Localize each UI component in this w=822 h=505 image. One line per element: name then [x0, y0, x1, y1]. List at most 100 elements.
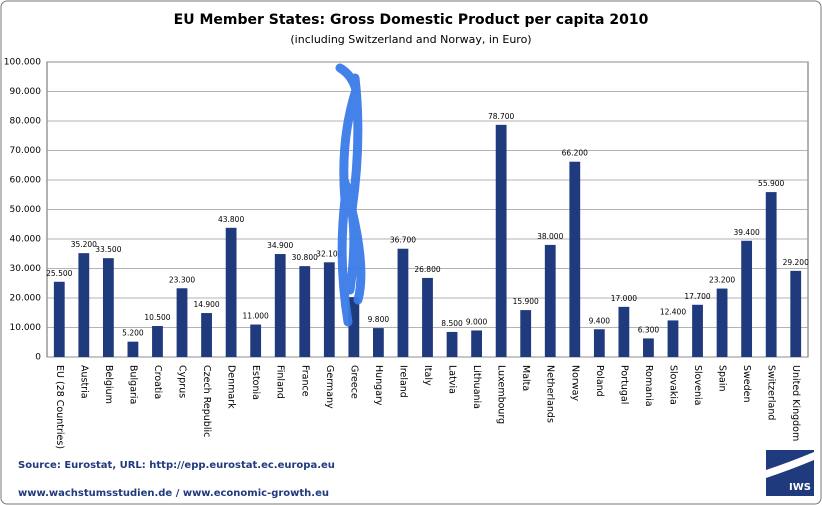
- value-label: 9.400: [589, 316, 611, 325]
- y-tick-label: 0: [35, 353, 41, 363]
- logo: IWS: [766, 450, 814, 496]
- value-label: 30.800: [292, 253, 318, 262]
- value-label: 34.900: [267, 241, 293, 250]
- bar: [765, 192, 777, 357]
- x-tick-label: Spain: [717, 365, 728, 392]
- value-label: 39.400: [734, 228, 760, 237]
- value-label: 5.200: [122, 329, 144, 338]
- value-label: 38.000: [537, 232, 563, 241]
- x-tick-label: Romania: [643, 365, 654, 407]
- bar: [593, 329, 605, 357]
- x-tick-label: Hungary: [373, 365, 384, 406]
- source: Source: Eurostat, URL: http://epp.eurost…: [18, 460, 335, 471]
- x-tick-label: Germany: [324, 365, 335, 409]
- x-tick-label: Slovenia: [692, 365, 703, 405]
- x-tick-label: Luxembourg: [496, 365, 507, 424]
- x-tick-label: Malta: [520, 365, 531, 391]
- bar: [127, 341, 139, 357]
- value-label: 55.900: [758, 179, 784, 188]
- bar: [667, 320, 679, 357]
- value-label: 9.800: [368, 315, 390, 324]
- y-tick-label: 40.000: [10, 235, 42, 245]
- bar: [618, 306, 630, 357]
- value-label: 25.500: [46, 269, 72, 278]
- bar: [643, 338, 654, 357]
- bar: [716, 288, 728, 357]
- bar: [176, 288, 188, 357]
- bar: [53, 281, 65, 357]
- value-label: 8.500: [441, 319, 463, 328]
- x-tick-label: United Kingdom: [790, 365, 801, 441]
- x-tick-label: Denmark: [226, 365, 237, 409]
- bar: [569, 161, 581, 357]
- x-tick-label: Lithuania: [471, 365, 482, 409]
- y-tick-label: 100.000: [4, 58, 41, 68]
- bar: [250, 324, 262, 357]
- x-tick-label: Finland: [275, 365, 286, 399]
- value-label: 9.000: [466, 317, 488, 326]
- bar: [274, 254, 286, 357]
- x-tick-label: Czech Republic: [201, 365, 212, 437]
- x-tick-label: Netherlands: [545, 365, 556, 423]
- value-label: 15.900: [513, 297, 539, 306]
- x-tick-label: Greece: [348, 365, 359, 399]
- bar: [348, 297, 360, 357]
- value-label: 23.300: [169, 275, 195, 284]
- value-label: 17.000: [611, 294, 637, 303]
- bar: [520, 310, 532, 357]
- x-tick-label: Poland: [594, 365, 605, 397]
- value-label: 29.200: [783, 258, 809, 267]
- value-label: 23.200: [709, 276, 735, 285]
- x-tick-label: Austria: [78, 365, 89, 399]
- x-tick-label: Switzerland: [766, 365, 777, 420]
- bar: [692, 304, 703, 357]
- x-tick-label: Estonia: [250, 365, 261, 400]
- plot: 0 10.000 20.000 30.000 40.000 50.000 60.000 70.…: [4, 58, 809, 450]
- bar: [373, 328, 384, 357]
- y-tick-label: 50.000: [10, 205, 42, 215]
- y-tick-label: 30.000: [10, 264, 42, 274]
- x-tick-label: Latvia: [447, 365, 458, 394]
- x-tick-label: EU (28 Countries): [54, 365, 65, 449]
- x-tick-label: Belgium: [103, 365, 114, 404]
- bar: [78, 253, 90, 357]
- logo-swoosh: [766, 452, 814, 478]
- bar: [422, 277, 433, 357]
- bar: [446, 331, 458, 357]
- value-label: 32.100: [316, 249, 342, 258]
- bar: [102, 258, 114, 357]
- bar: [225, 227, 237, 357]
- y-tick-label: 20.000: [10, 294, 42, 304]
- y-tick-label: 60.000: [10, 176, 42, 186]
- value-label: 78.700: [488, 112, 514, 121]
- value-label: 14.900: [193, 300, 219, 309]
- footer: www.wachstumsstudien.de / www.economic-g…: [18, 488, 329, 499]
- x-tick-label: France: [299, 365, 310, 397]
- value-label: 10.500: [144, 313, 170, 322]
- bar: [790, 270, 802, 357]
- x-tick-label: Slovakia: [667, 365, 678, 405]
- x-tick-label: Norway: [569, 365, 580, 401]
- value-label: 26.800: [414, 265, 440, 274]
- bar: [397, 248, 409, 357]
- y-tick-label: 10.000: [10, 323, 42, 333]
- x-tick-label: Sweden: [741, 365, 752, 403]
- bar: [201, 313, 212, 357]
- y-tick-label: 80.000: [10, 117, 42, 127]
- logo-text: IWS: [789, 482, 811, 493]
- value-label: 11.000: [243, 312, 269, 321]
- value-label: 12.400: [660, 307, 686, 316]
- value-label: 17.700: [684, 292, 710, 301]
- chart-title: EU Member States: Gross Domestic Product…: [174, 12, 649, 28]
- value-label: 66.200: [562, 149, 588, 158]
- x-tick-label: Cyprus: [177, 365, 188, 398]
- value-label: 43.800: [218, 215, 244, 224]
- bar: [741, 240, 753, 357]
- bar: [323, 262, 335, 357]
- bar: [152, 326, 163, 357]
- y-tick-label: 90.000: [10, 87, 42, 97]
- scribble: [335, 63, 366, 327]
- bar: [544, 244, 556, 357]
